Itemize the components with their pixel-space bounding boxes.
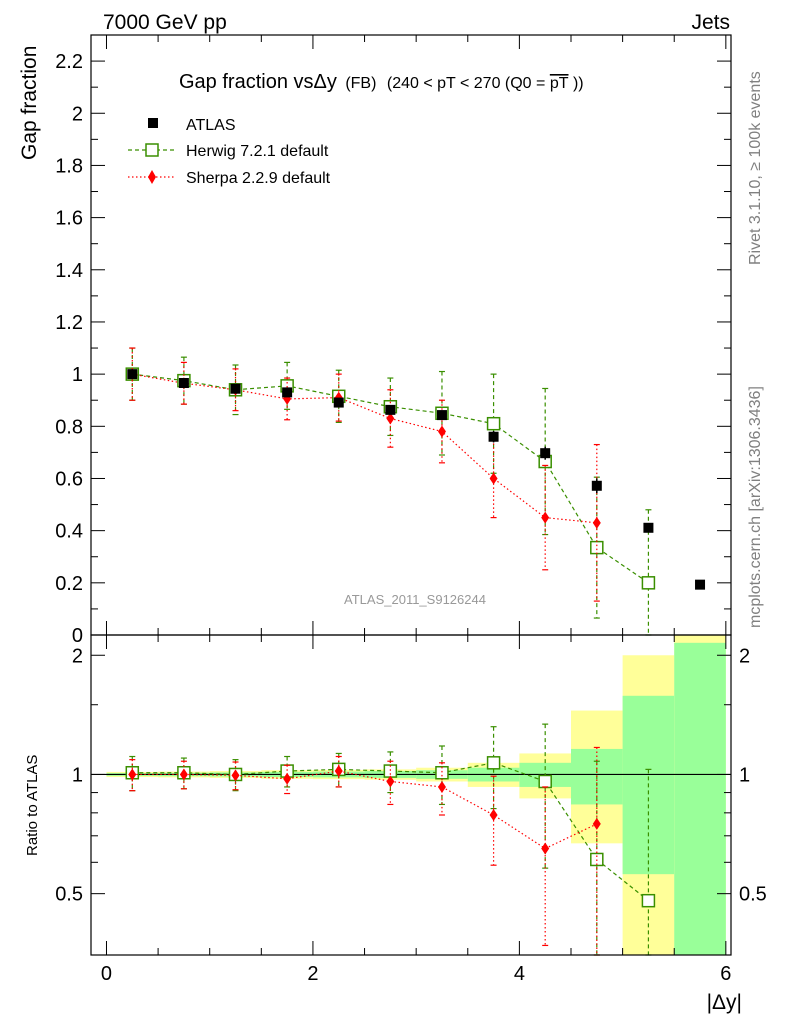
ratio-ytick-label-left: 1 <box>72 764 83 786</box>
main-title-sub4: )) <box>573 75 584 92</box>
ratio-sherpa-series <box>128 746 601 956</box>
main-atlas-point <box>488 431 499 442</box>
ratio-ytick-label-left: 2 <box>72 645 83 667</box>
ratio-herwig-point <box>641 893 656 908</box>
main-sherpa-point <box>541 511 550 524</box>
main-ytick-label: 0.6 <box>55 468 83 490</box>
ratio-axes: 0.5 0.5 1 1 2 2 0 2 4 6 <box>55 635 767 985</box>
ratio-ytick-label-right: 2 <box>739 645 750 667</box>
plot-frames <box>90 34 732 956</box>
main-ytick-label: 2.2 <box>55 51 83 73</box>
legend: ATLAS Herwig 7.2.1 default Sherpa 2.2.9 … <box>128 117 331 187</box>
main-title-sub3: pT <box>550 75 569 92</box>
legend-sherpa-label: Sherpa 2.2.9 default <box>186 170 331 187</box>
ratio-ytick-label-left: 0.5 <box>55 884 83 906</box>
main-sherpa-point <box>592 516 601 529</box>
main-ytick-label: 1.6 <box>55 208 83 230</box>
main-ytick-label: 1.2 <box>55 312 83 334</box>
main-atlas-point <box>643 522 654 533</box>
process-label: Jets <box>691 11 730 34</box>
ratio-sherpa-point <box>283 772 292 785</box>
ratio-uncertainty-bands <box>106 635 726 955</box>
main-sherpa-point <box>386 412 395 425</box>
ratio-y-axis-label: Ratio to ATLAS <box>24 755 41 856</box>
main-series <box>125 347 706 636</box>
main-ytick-label: 0.2 <box>55 573 83 595</box>
legend-herwig-label: Herwig 7.2.1 default <box>186 143 329 160</box>
main-ytick-label: 1.4 <box>55 260 83 282</box>
ratio-herwig-point <box>435 765 449 780</box>
main-atlas-point <box>695 579 706 590</box>
ratio-herwig-point <box>486 756 501 770</box>
main-ytick-label: 0.4 <box>55 521 83 543</box>
main-atlas-point <box>230 383 241 394</box>
ratio-sherpa-point <box>541 842 550 855</box>
ratio-sherpa-point <box>386 775 395 788</box>
x-axis-label: |Δy| <box>707 991 742 1014</box>
ratio-sherpa-point <box>489 808 498 821</box>
main-title-text: Gap fraction vsΔy <box>179 71 337 93</box>
main-atlas-point <box>282 387 293 398</box>
main-atlas-point <box>591 480 602 491</box>
ratio-sherpa-point <box>179 768 188 781</box>
main-sherpa-point <box>489 472 498 485</box>
main-ytick-label: 2 <box>72 103 83 125</box>
ratio-sherpa-point <box>437 780 446 793</box>
ratio-herwig-point <box>383 764 398 778</box>
ratio-herwig-line <box>132 762 649 902</box>
main-ytick-label: 1.8 <box>55 155 83 177</box>
main-data-series <box>127 369 706 590</box>
legend-atlas-label: ATLAS <box>186 117 236 134</box>
main-herwig-point <box>641 576 656 590</box>
ratio-herwig-point <box>538 774 552 789</box>
ratio-sherpa-line <box>132 770 598 850</box>
ratio-ytick-label-right: 0.5 <box>739 884 767 906</box>
main-ytick-label: 1 <box>72 364 83 386</box>
main-herwig-point <box>590 540 604 555</box>
legend-atlas-marker <box>148 118 158 128</box>
main-ytick-label: 0.8 <box>55 416 83 438</box>
main-atlas-point <box>385 404 396 415</box>
x-tick-label: 4 <box>514 963 525 985</box>
band-inner-11 <box>674 642 726 955</box>
ratio-series <box>125 723 656 956</box>
mcplots-label: mcplots.cern.ch [arXiv:1306.3436] <box>747 386 764 628</box>
main-atlas-point <box>127 369 138 380</box>
ratio-panel-frame <box>90 634 732 956</box>
main-ytick-label: 0 <box>72 625 83 647</box>
main-herwig-point <box>486 416 501 431</box>
ratio-sherpa-point <box>231 769 240 782</box>
main-sherpa-line <box>132 373 597 524</box>
main-y-axis-label: Gap fraction <box>18 46 41 160</box>
main-sherpa-point <box>437 425 446 438</box>
main-atlas-point <box>436 410 447 421</box>
main-axes: 0 0.2 0.4 0.6 0.8 1 1.2 1.4 1.6 1.8 2 2.2 <box>55 35 731 647</box>
main-title: Gap fraction vsΔy (FB) (240 < pT < 270 (… <box>179 71 584 93</box>
x-tick-label: 6 <box>720 963 731 985</box>
energy-label: 7000 GeV pp <box>103 11 227 34</box>
main-atlas-point <box>540 448 551 459</box>
ratio-sherpa-point <box>592 817 601 830</box>
main-title-sub2: (240 < pT < 270 (Q0 = <box>387 75 545 92</box>
legend-herwig-marker <box>145 143 159 157</box>
main-atlas-point <box>178 378 189 388</box>
x-tick-label: 2 <box>307 963 318 985</box>
analysis-watermark: ATLAS_2011_S9126244 <box>344 592 486 607</box>
legend-sherpa-marker <box>148 170 156 184</box>
main-title-sub1: (FB) <box>345 75 376 92</box>
ratio-sherpa-point <box>128 768 137 781</box>
ratio-sherpa-point <box>334 765 343 778</box>
rivet-version-label: Rivet 3.1.10, ≥ 100k events <box>747 71 764 265</box>
x-tick-label: 0 <box>101 963 112 985</box>
main-sherpa-series <box>128 347 601 602</box>
ratio-ytick-label-right: 1 <box>739 764 750 786</box>
main-atlas-point <box>333 397 344 408</box>
